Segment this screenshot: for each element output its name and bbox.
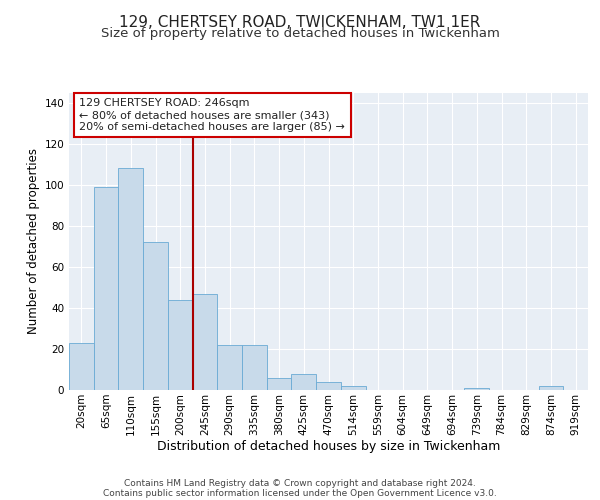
Text: 129 CHERTSEY ROAD: 246sqm
← 80% of detached houses are smaller (343)
20% of semi: 129 CHERTSEY ROAD: 246sqm ← 80% of detac… <box>79 98 345 132</box>
Bar <box>242 345 267 390</box>
Bar <box>143 242 168 390</box>
X-axis label: Distribution of detached houses by size in Twickenham: Distribution of detached houses by size … <box>157 440 500 454</box>
Bar <box>464 388 489 390</box>
Bar <box>168 300 193 390</box>
Y-axis label: Number of detached properties: Number of detached properties <box>27 148 40 334</box>
Text: Contains public sector information licensed under the Open Government Licence v3: Contains public sector information licen… <box>103 488 497 498</box>
Text: Contains HM Land Registry data © Crown copyright and database right 2024.: Contains HM Land Registry data © Crown c… <box>124 478 476 488</box>
Bar <box>193 294 217 390</box>
Text: 129, CHERTSEY ROAD, TWICKENHAM, TW1 1ER: 129, CHERTSEY ROAD, TWICKENHAM, TW1 1ER <box>119 15 481 30</box>
Bar <box>118 168 143 390</box>
Bar <box>316 382 341 390</box>
Text: Size of property relative to detached houses in Twickenham: Size of property relative to detached ho… <box>101 28 499 40</box>
Bar <box>267 378 292 390</box>
Bar <box>217 345 242 390</box>
Bar <box>69 343 94 390</box>
Bar <box>539 386 563 390</box>
Bar <box>341 386 365 390</box>
Bar <box>292 374 316 390</box>
Bar <box>94 187 118 390</box>
